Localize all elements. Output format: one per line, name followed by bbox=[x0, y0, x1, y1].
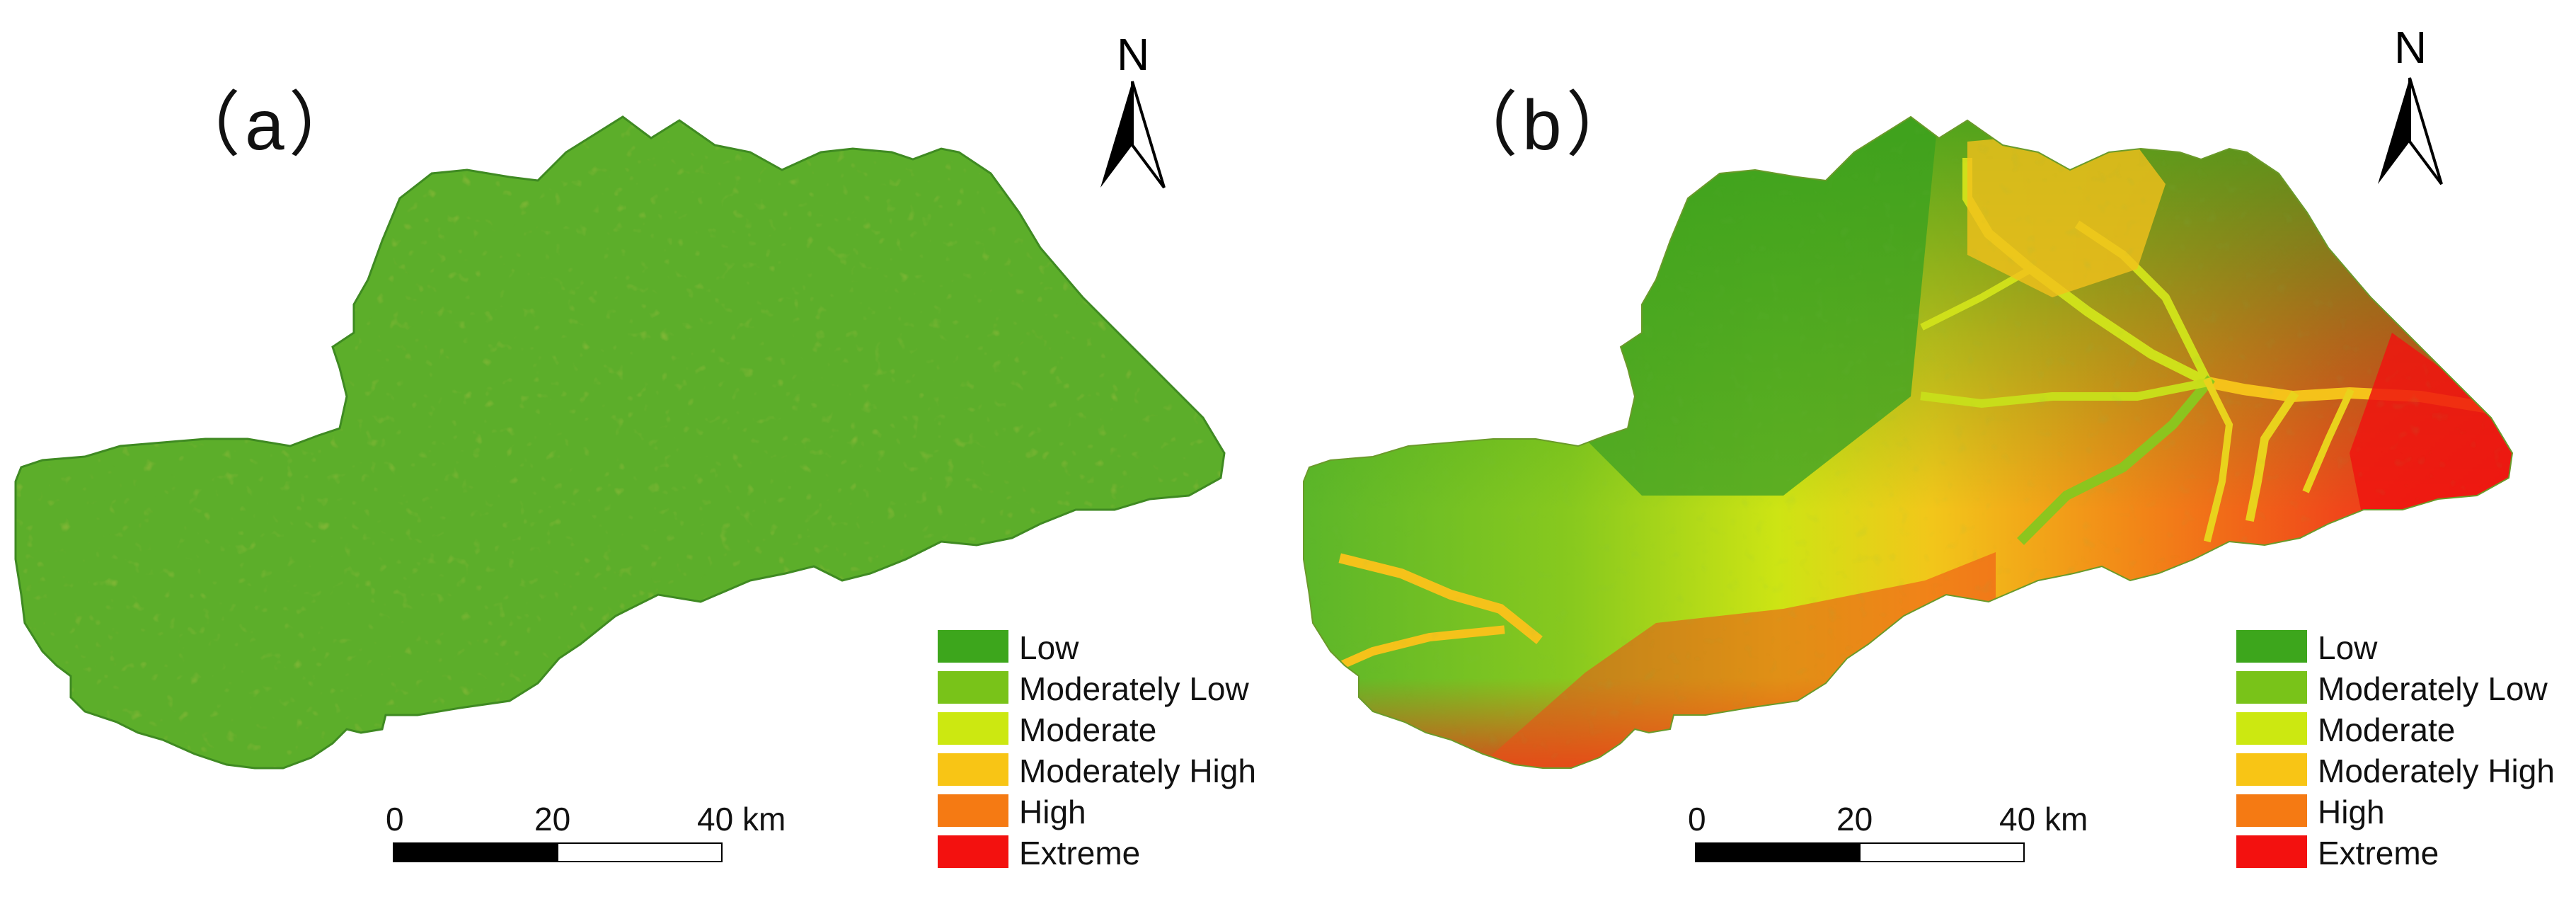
north-letter-a: N bbox=[1117, 29, 1150, 80]
legend-swatch bbox=[938, 753, 1008, 786]
panel-label-b: （b） bbox=[1447, 86, 1641, 165]
legend-label: Moderate bbox=[1019, 711, 1157, 748]
legend-label: Low bbox=[2318, 629, 2378, 666]
legend-label: High bbox=[2318, 794, 2385, 830]
scale-tick-40-b: 40 km bbox=[1999, 801, 2088, 837]
scale-tick-40-a: 40 km bbox=[697, 801, 786, 837]
risk-map-a bbox=[14, 115, 1226, 770]
basin-outline-b bbox=[1303, 115, 2514, 769]
legend-label: Moderate bbox=[2318, 711, 2456, 748]
legend-label: Low bbox=[1019, 629, 1079, 666]
map-panel-b: （b） N 0 20 40 km Low Moderately Low Mode… bbox=[1288, 0, 2576, 909]
scale-bar-a: 0 20 40 km bbox=[386, 800, 786, 864]
north-letter-b: N bbox=[2394, 22, 2427, 73]
legend-item-high: High bbox=[938, 794, 1504, 830]
scale-tick-20-a: 20 bbox=[534, 801, 571, 837]
legend-item-moderate: Moderate bbox=[938, 711, 1504, 748]
legend-swatch bbox=[938, 712, 1008, 745]
legend-swatch bbox=[2236, 671, 2307, 704]
legend-item-moderately-high: Moderately High bbox=[938, 753, 1504, 789]
legend-swatch bbox=[938, 794, 1008, 827]
scale-tick-20-b: 20 bbox=[1836, 801, 1873, 837]
north-arrow-a: N bbox=[1090, 28, 1175, 191]
legend-item-moderately-high: Moderately High bbox=[2236, 753, 2576, 789]
legend-swatch bbox=[2236, 753, 2307, 786]
basin-outline-a bbox=[14, 115, 1226, 770]
scale-segment-black-b bbox=[1695, 842, 1861, 862]
scale-segment-black-a bbox=[393, 842, 558, 862]
legend-item-extreme: Extreme bbox=[2236, 835, 2576, 871]
legend-item-high: High bbox=[2236, 794, 2576, 830]
legend-item-moderately-low: Moderately Low bbox=[2236, 670, 2576, 707]
scale-segment-white-a bbox=[557, 842, 723, 862]
north-arrow-icon bbox=[1100, 81, 1166, 189]
legend-swatch bbox=[938, 835, 1008, 868]
legend-item-moderate: Moderate bbox=[2236, 711, 2576, 748]
legend-label: Moderately High bbox=[2318, 753, 2555, 789]
legend-label: Extreme bbox=[1019, 835, 1141, 871]
legend-swatch bbox=[2236, 712, 2307, 745]
north-arrow-icon bbox=[2378, 77, 2443, 185]
risk-map-b bbox=[1303, 115, 2514, 769]
legend-item-extreme: Extreme bbox=[938, 835, 1504, 871]
map-panel-a: （a） N 0 20 40 km Low Moderately Low Mode… bbox=[14, 28, 1256, 871]
legend-label: Moderately Low bbox=[1019, 670, 1249, 707]
legend-swatch bbox=[2236, 794, 2307, 827]
legend-item-low: Low bbox=[938, 629, 1504, 666]
legend-label: High bbox=[1019, 794, 1086, 830]
legend-item-moderately-low: Moderately Low bbox=[938, 670, 1504, 707]
legend-swatch bbox=[2236, 835, 2307, 868]
legend-item-low: Low bbox=[2236, 629, 2576, 666]
scale-bar-b: 0 20 40 km bbox=[1688, 800, 2088, 864]
legend-swatch bbox=[938, 671, 1008, 704]
legend-label: Moderately High bbox=[1019, 753, 1256, 789]
scale-tick-0-a: 0 bbox=[386, 801, 404, 837]
legend-swatch bbox=[938, 630, 1008, 663]
scale-segment-white-b bbox=[1859, 842, 2025, 862]
scale-tick-0-b: 0 bbox=[1688, 801, 1706, 837]
north-arrow-b: N bbox=[2367, 21, 2452, 191]
legend-swatch bbox=[2236, 630, 2307, 663]
panel-label-a: （a） bbox=[170, 86, 364, 165]
legend-label: Extreme bbox=[2318, 835, 2439, 871]
legend-label: Moderately Low bbox=[2318, 670, 2548, 707]
